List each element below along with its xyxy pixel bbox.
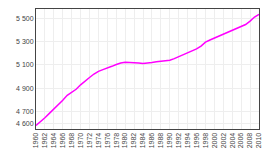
svg-text:5 300: 5 300 — [16, 38, 34, 45]
svg-text:2006: 2006 — [237, 133, 244, 149]
svg-text:1990: 1990 — [166, 133, 173, 149]
svg-text:2000: 2000 — [211, 133, 218, 149]
svg-text:1968: 1968 — [68, 133, 75, 149]
svg-text:1970: 1970 — [77, 133, 84, 149]
svg-text:2002: 2002 — [220, 133, 227, 149]
svg-text:1994: 1994 — [184, 133, 191, 149]
svg-text:5 500: 5 500 — [16, 15, 34, 22]
svg-text:4 600: 4 600 — [16, 120, 34, 127]
svg-text:1964: 1964 — [50, 133, 57, 149]
svg-text:4 700: 4 700 — [16, 108, 34, 115]
svg-text:2004: 2004 — [229, 133, 236, 149]
svg-text:1988: 1988 — [157, 133, 164, 149]
svg-text:4 900: 4 900 — [16, 85, 34, 92]
svg-text:1992: 1992 — [175, 133, 182, 149]
svg-text:1980: 1980 — [121, 133, 128, 149]
svg-text:1962: 1962 — [41, 133, 48, 149]
svg-text:1984: 1984 — [139, 133, 146, 149]
svg-text:2010: 2010 — [255, 133, 262, 149]
svg-text:1966: 1966 — [59, 133, 66, 149]
svg-text:1996: 1996 — [193, 133, 200, 149]
svg-text:1998: 1998 — [202, 133, 209, 149]
svg-text:1982: 1982 — [130, 133, 137, 149]
svg-text:1986: 1986 — [148, 133, 155, 149]
svg-text:5 100: 5 100 — [16, 61, 34, 68]
svg-text:2008: 2008 — [246, 133, 253, 149]
svg-text:1960: 1960 — [32, 133, 39, 149]
svg-text:1976: 1976 — [104, 133, 111, 149]
svg-text:1972: 1972 — [86, 133, 93, 149]
svg-text:1974: 1974 — [95, 133, 102, 149]
svg-text:1978: 1978 — [113, 133, 120, 149]
